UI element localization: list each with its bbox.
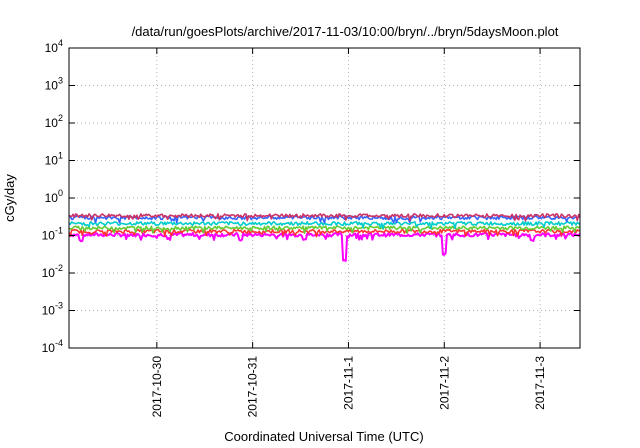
y-tick-exponent: -1 <box>55 226 63 236</box>
series-line-2 <box>68 228 581 238</box>
x-axis-label: Coordinated Universal Time (UTC) <box>224 429 423 444</box>
x-tick-label: 2017-10-30 <box>150 356 164 418</box>
y-tick-exponent: 1 <box>58 151 63 161</box>
y-tick-exponent: 2 <box>58 113 63 123</box>
y-tick-exponent: 0 <box>58 188 63 198</box>
y-tick-exponent: -2 <box>55 263 63 273</box>
x-tick-label: 2017-11-1 <box>341 356 355 410</box>
series-line-1 <box>68 232 581 262</box>
chart-title: /data/run/goesPlots/archive/2017-11-03/1… <box>132 24 559 39</box>
series-group <box>68 213 581 262</box>
y-tick-exponent: -4 <box>55 338 63 348</box>
series-line-6 <box>68 213 581 222</box>
x-tick-label: 2017-11-3 <box>533 356 547 410</box>
x-tick-label: 2017-10-31 <box>246 356 260 418</box>
y-tick-exponent: 4 <box>58 38 63 48</box>
series-line-3 <box>68 225 581 234</box>
y-tick-exponent: 3 <box>58 76 63 86</box>
x-tick-label: 2017-11-2 <box>437 356 451 410</box>
y-axis-label: cGy/day <box>2 174 17 222</box>
y-tick-exponent: -3 <box>55 301 63 311</box>
x-axis-ticks: 2017-10-30 2017-10-31 2017-11-1 2017-11-2 20… <box>150 48 547 417</box>
series-line-5 <box>68 215 581 224</box>
